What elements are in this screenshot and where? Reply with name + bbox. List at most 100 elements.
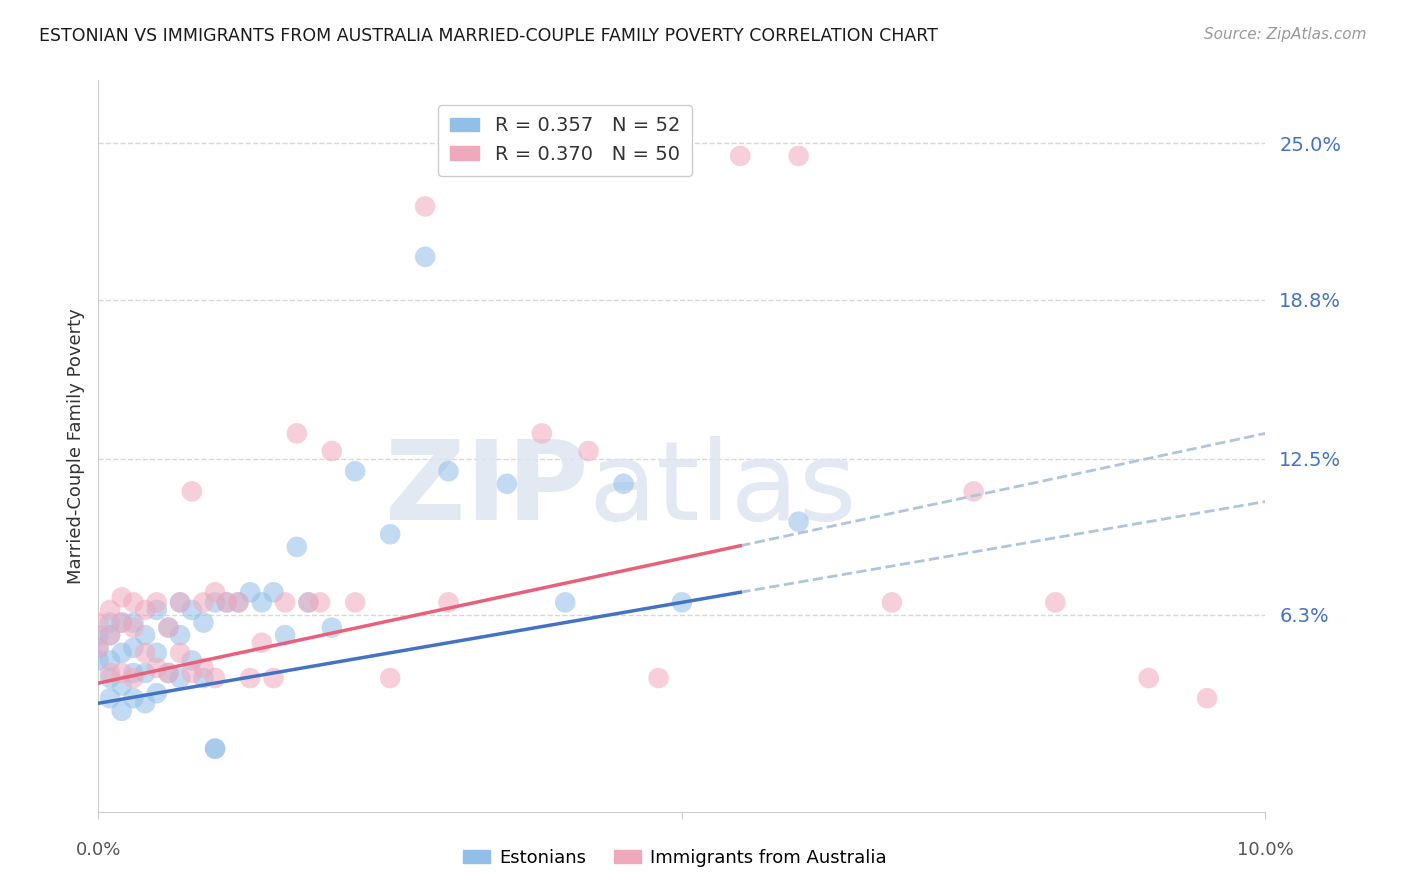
- Point: [880, 595, 903, 609]
- Point: [530, 426, 553, 441]
- Point: [87, 628, 110, 642]
- Point: [180, 603, 202, 617]
- Point: [612, 476, 634, 491]
- Point: [215, 595, 238, 609]
- Point: [193, 595, 215, 609]
- Point: [146, 686, 169, 700]
- Point: [122, 665, 145, 680]
- Text: 0.0%: 0.0%: [76, 841, 121, 859]
- Point: [496, 476, 519, 491]
- Point: [134, 603, 156, 617]
- Point: [98, 691, 121, 706]
- Point: [111, 704, 134, 718]
- Point: [437, 464, 460, 478]
- Point: [962, 484, 984, 499]
- Point: [262, 585, 284, 599]
- Point: [787, 149, 810, 163]
- Point: [380, 671, 402, 685]
- Point: [204, 671, 226, 685]
- Point: [344, 464, 367, 478]
- Point: [146, 646, 169, 660]
- Point: [122, 691, 145, 706]
- Point: [193, 671, 215, 685]
- Legend: Estonians, Immigrants from Australia: Estonians, Immigrants from Australia: [456, 842, 894, 874]
- Point: [193, 661, 215, 675]
- Text: ESTONIAN VS IMMIGRANTS FROM AUSTRALIA MARRIED-COUPLE FAMILY POVERTY CORRELATION : ESTONIAN VS IMMIGRANTS FROM AUSTRALIA MA…: [39, 27, 938, 45]
- Text: ZIP: ZIP: [385, 436, 589, 543]
- Point: [134, 696, 156, 710]
- Point: [321, 621, 343, 635]
- Text: 10.0%: 10.0%: [1237, 841, 1294, 859]
- Point: [321, 444, 343, 458]
- Point: [98, 671, 121, 685]
- Point: [472, 111, 495, 125]
- Point: [239, 585, 262, 599]
- Point: [647, 671, 669, 685]
- Point: [111, 679, 134, 693]
- Point: [157, 621, 180, 635]
- Point: [262, 671, 284, 685]
- Point: [146, 661, 169, 675]
- Point: [146, 603, 169, 617]
- Point: [297, 595, 319, 609]
- Point: [111, 665, 134, 680]
- Point: [98, 603, 121, 617]
- Point: [157, 665, 180, 680]
- Point: [157, 621, 180, 635]
- Point: [204, 741, 226, 756]
- Point: [204, 741, 226, 756]
- Point: [215, 595, 238, 609]
- Point: [274, 628, 297, 642]
- Point: [134, 665, 156, 680]
- Point: [122, 595, 145, 609]
- Point: [730, 149, 752, 163]
- Point: [169, 671, 191, 685]
- Point: [169, 628, 191, 642]
- Point: [98, 665, 121, 680]
- Point: [87, 640, 110, 655]
- Point: [180, 653, 202, 667]
- Point: [157, 665, 180, 680]
- Point: [671, 595, 693, 609]
- Point: [122, 621, 145, 635]
- Point: [1137, 671, 1160, 685]
- Point: [134, 646, 156, 660]
- Text: atlas: atlas: [589, 436, 858, 543]
- Point: [344, 595, 367, 609]
- Point: [250, 595, 273, 609]
- Point: [87, 640, 110, 655]
- Point: [146, 595, 169, 609]
- Point: [787, 515, 810, 529]
- Legend: R = 0.357   N = 52, R = 0.370   N = 50: R = 0.357 N = 52, R = 0.370 N = 50: [439, 104, 692, 176]
- Point: [204, 585, 226, 599]
- Text: Source: ZipAtlas.com: Source: ZipAtlas.com: [1204, 27, 1367, 42]
- Point: [122, 671, 145, 685]
- Point: [111, 615, 134, 630]
- Point: [122, 640, 145, 655]
- Y-axis label: Married-Couple Family Poverty: Married-Couple Family Poverty: [66, 308, 84, 584]
- Point: [169, 646, 191, 660]
- Point: [98, 628, 121, 642]
- Point: [274, 595, 297, 609]
- Point: [554, 595, 576, 609]
- Point: [1045, 595, 1067, 609]
- Point: [87, 615, 110, 630]
- Point: [204, 595, 226, 609]
- Point: [413, 199, 436, 213]
- Point: [87, 653, 110, 667]
- Point: [111, 646, 134, 660]
- Point: [285, 426, 308, 441]
- Point: [111, 591, 134, 605]
- Point: [98, 628, 121, 642]
- Point: [250, 636, 273, 650]
- Point: [437, 595, 460, 609]
- Point: [1195, 691, 1218, 706]
- Point: [578, 444, 600, 458]
- Point: [413, 250, 436, 264]
- Point: [122, 615, 145, 630]
- Point: [134, 628, 156, 642]
- Point: [169, 595, 191, 609]
- Point: [297, 595, 319, 609]
- Point: [180, 484, 202, 499]
- Point: [228, 595, 250, 609]
